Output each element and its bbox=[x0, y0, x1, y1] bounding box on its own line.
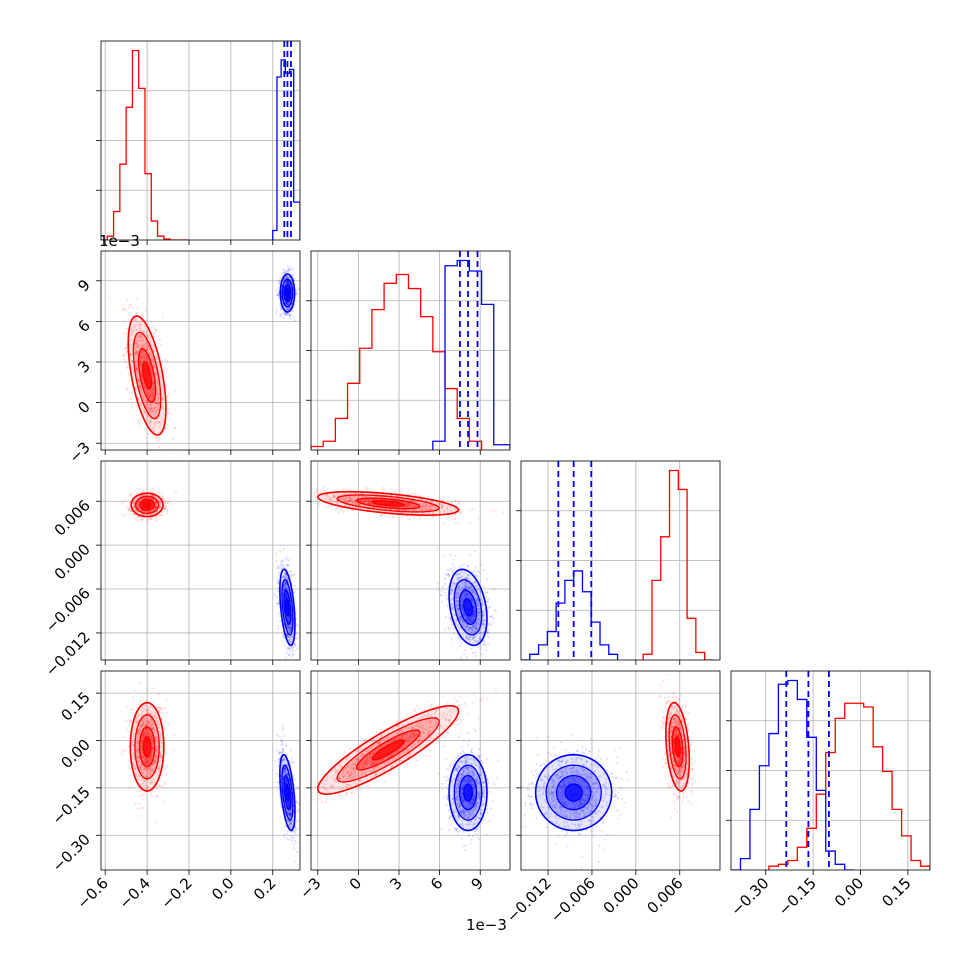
x-tick-label: −0.006 bbox=[547, 874, 599, 926]
y-tick-label: 9 bbox=[74, 276, 93, 295]
x-tick-label: 0.00 bbox=[831, 874, 867, 910]
x-tick-label: −0.012 bbox=[503, 874, 555, 926]
x-offset-label: 1e−3 bbox=[466, 916, 507, 934]
x-tick-label: 0.15 bbox=[878, 874, 914, 910]
red-cloud-contour bbox=[142, 736, 152, 758]
hist-red-a bbox=[101, 49, 189, 240]
y-tick-label: −0.30 bbox=[49, 830, 94, 875]
scatter-panel-b-c bbox=[310, 460, 511, 661]
hist-red-c bbox=[642, 469, 714, 660]
hist-panel-b bbox=[310, 250, 511, 451]
y-tick-label: 3 bbox=[74, 357, 93, 376]
x-tick-label: 9 bbox=[468, 874, 487, 893]
red-cloud-contour bbox=[371, 739, 405, 761]
y-offset-label: 1e−3 bbox=[99, 232, 140, 250]
y-tick-label: 0.00 bbox=[57, 736, 93, 772]
x-tick-label: −0.6 bbox=[74, 874, 112, 912]
panel-frame bbox=[310, 460, 511, 661]
blue-cloud-contour bbox=[285, 598, 290, 617]
x-tick-label: 0.0 bbox=[208, 874, 238, 904]
y-tick-label: 0.000 bbox=[51, 540, 94, 583]
y-tick-label: 0.006 bbox=[51, 496, 94, 539]
red-cloud-contour bbox=[142, 501, 152, 509]
y-tick-label: −0.006 bbox=[42, 584, 94, 636]
x-tick-label: 0 bbox=[346, 874, 365, 893]
blue-cloud-contour bbox=[285, 288, 290, 298]
y-tick-label: −0.012 bbox=[42, 628, 94, 680]
x-tick-label: 3 bbox=[386, 874, 405, 893]
scatter-panel-c-d bbox=[520, 670, 721, 871]
x-tick-label: −3 bbox=[296, 874, 324, 902]
x-tick-label: −0.4 bbox=[115, 874, 153, 912]
hist-panel-a bbox=[100, 40, 301, 241]
hist-blue-a bbox=[272, 59, 300, 240]
hist-panel-d bbox=[730, 670, 931, 871]
hist-panel-c bbox=[520, 460, 721, 661]
x-tick-label: 0.006 bbox=[643, 874, 686, 917]
y-tick-label: −3 bbox=[65, 438, 93, 466]
x-tick-label: −0.2 bbox=[157, 874, 195, 912]
blue-cloud-contour bbox=[285, 783, 290, 802]
hist-red-b bbox=[311, 273, 483, 450]
y-tick-label: 0 bbox=[74, 398, 93, 417]
x-tick-label: −0.30 bbox=[727, 874, 772, 919]
blue-cloud-contour bbox=[463, 598, 473, 617]
scatter-panel-a-d bbox=[100, 670, 301, 871]
x-tick-label: 0.2 bbox=[250, 874, 280, 904]
panel-frame bbox=[100, 460, 301, 661]
hist-red-d bbox=[768, 702, 930, 870]
y-tick-label: 6 bbox=[74, 316, 93, 335]
blue-cloud-contour bbox=[463, 783, 473, 802]
y-tick-label: 0.15 bbox=[57, 688, 93, 724]
hist-blue-b bbox=[432, 259, 510, 450]
panel-frame bbox=[520, 670, 721, 871]
y-tick-label: −0.15 bbox=[49, 783, 94, 828]
scatter-panel-a-c bbox=[100, 460, 301, 661]
scatter-panel-b-d bbox=[310, 670, 511, 871]
panel-frame bbox=[100, 670, 301, 871]
panel-frame bbox=[310, 670, 511, 871]
hist-blue-c bbox=[521, 570, 619, 660]
x-tick-label: 0.000 bbox=[600, 874, 643, 917]
blue-cloud-contour bbox=[564, 783, 583, 802]
red-cloud-contour bbox=[674, 736, 681, 758]
red-cloud-contour bbox=[142, 361, 152, 390]
x-tick-label: 6 bbox=[427, 874, 446, 893]
x-tick-label: −0.15 bbox=[775, 874, 820, 919]
scatter-panel-a-b bbox=[100, 250, 301, 451]
red-cloud-contour bbox=[371, 500, 405, 507]
panel-frame bbox=[100, 250, 301, 451]
hist-blue-d bbox=[731, 679, 855, 870]
